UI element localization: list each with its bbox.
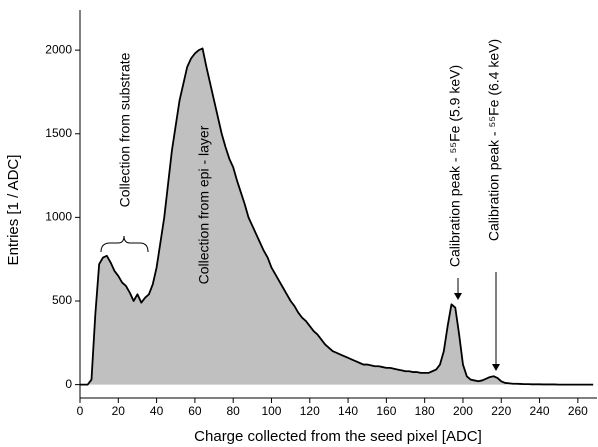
annotation: Collection from substrate bbox=[117, 52, 133, 207]
arrow-head bbox=[454, 293, 462, 300]
y-axis-label: Entries [1 / ADC] bbox=[5, 155, 22, 266]
y-tick-label: 2000 bbox=[45, 42, 72, 56]
x-tick-label: 80 bbox=[227, 404, 241, 418]
x-tick-label: 40 bbox=[150, 404, 164, 418]
x-tick-label: 160 bbox=[376, 404, 396, 418]
y-tick-label: 0 bbox=[65, 377, 72, 391]
annotation: Collection from epi - layer bbox=[196, 125, 212, 284]
x-axis-label: Charge collected from the seed pixel [AD… bbox=[194, 428, 482, 445]
x-tick-label: 60 bbox=[188, 404, 202, 418]
arrow-head bbox=[492, 364, 500, 371]
x-tick-label: 180 bbox=[415, 404, 435, 418]
x-tick-label: 140 bbox=[338, 404, 358, 418]
y-tick-label: 1500 bbox=[45, 126, 72, 140]
annotation: Calibration peak - ⁵⁵Fe (6.4 keV) bbox=[486, 39, 502, 241]
y-tick-label: 500 bbox=[52, 293, 72, 307]
x-tick-label: 200 bbox=[453, 404, 473, 418]
line bbox=[80, 47, 594, 386]
x-tick-label: 220 bbox=[491, 404, 511, 418]
x-tick-label: 240 bbox=[530, 404, 550, 418]
x-tick-label: 260 bbox=[568, 404, 588, 418]
annotation: Calibration peak - ⁵⁵Fe (5.9 keV) bbox=[447, 65, 463, 267]
bracket bbox=[100, 235, 149, 253]
x-tick-label: 120 bbox=[300, 404, 320, 418]
area bbox=[80, 48, 594, 385]
x-tick-label: 20 bbox=[112, 404, 126, 418]
x-tick-label: 0 bbox=[77, 404, 84, 418]
y-tick-label: 1000 bbox=[45, 210, 72, 224]
x-tick-label: 100 bbox=[261, 404, 281, 418]
